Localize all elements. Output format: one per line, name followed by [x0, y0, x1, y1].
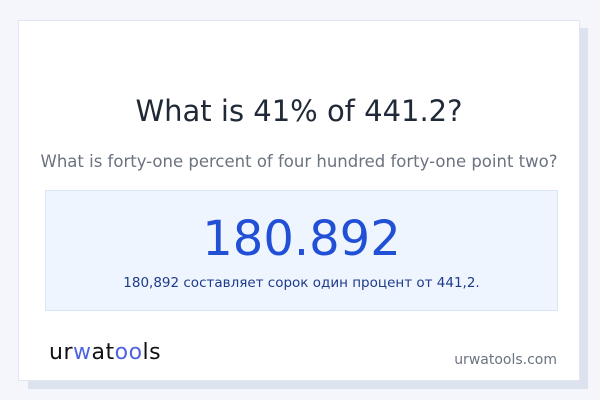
- logo-text: w: [73, 340, 92, 365]
- result-card: What is 41% of 441.2? What is forty-one …: [18, 20, 580, 381]
- page-title: What is 41% of 441.2?: [135, 94, 463, 128]
- result-description: 180,892 составляет сорок один процент от…: [123, 275, 480, 291]
- logo-text: ur: [49, 340, 73, 365]
- result-box: 180.892 180,892 составляет сорок один пр…: [45, 190, 558, 311]
- page-subtitle: What is forty-one percent of four hundre…: [40, 152, 558, 171]
- logo-text: ls: [142, 340, 162, 365]
- result-value: 180.892: [202, 211, 401, 267]
- logo-text: oo: [114, 340, 143, 365]
- urwatools-logo: urwatools: [49, 340, 161, 365]
- site-url: urwatools.com: [454, 352, 557, 368]
- logo-text: at: [91, 340, 115, 365]
